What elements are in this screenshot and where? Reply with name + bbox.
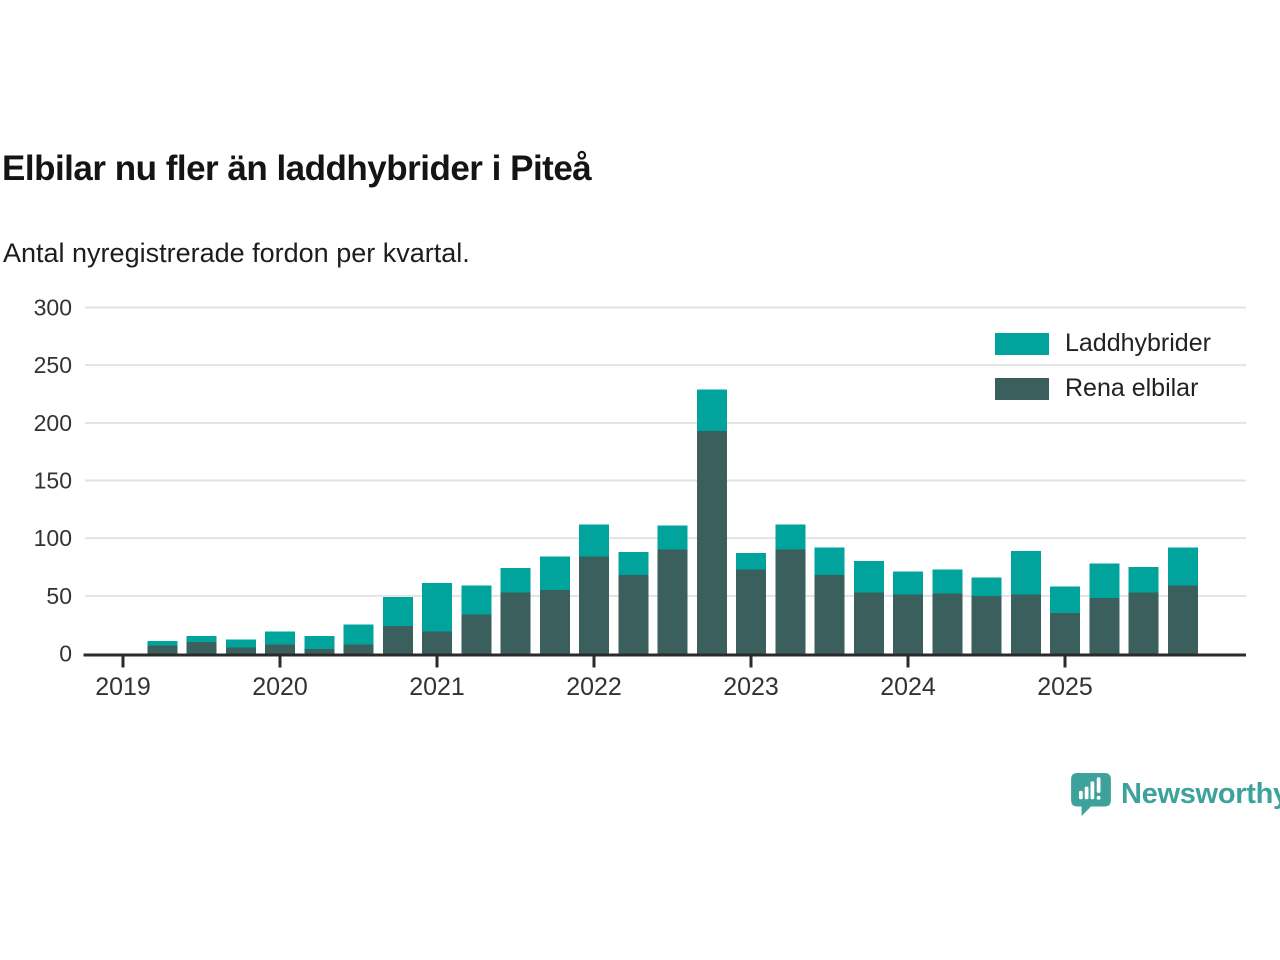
bar-segment-laddhybrider xyxy=(814,547,845,576)
bar-segment-laddhybrider xyxy=(304,636,335,649)
bar-segment-rena-elbilar xyxy=(461,614,492,654)
bar-segment-rena-elbilar xyxy=(304,648,335,654)
y-tick-label: 250 xyxy=(34,352,72,378)
legend-label: Rena elbilar xyxy=(1065,374,1199,402)
x-tick-label: 2023 xyxy=(723,673,779,701)
bar-segment-rena-elbilar xyxy=(147,645,178,654)
bar-segment-laddhybrider xyxy=(382,596,413,626)
legend-swatch xyxy=(995,377,1049,400)
bar-segment-laddhybrider xyxy=(1010,550,1041,595)
bar-segment-rena-elbilar xyxy=(932,593,963,654)
bar-segment-rena-elbilar xyxy=(618,575,649,654)
x-axis-tick xyxy=(435,656,439,668)
bar-segment-laddhybrider xyxy=(971,577,1002,596)
bar-segment-laddhybrider xyxy=(1128,567,1159,593)
bar-segment-rena-elbilar xyxy=(893,594,923,654)
bar-segment-laddhybrider xyxy=(422,583,452,632)
bar-segment-laddhybrider xyxy=(657,525,688,550)
y-tick-label: 0 xyxy=(59,641,72,667)
bar-segment-rena-elbilar xyxy=(579,556,609,654)
chart-title: Elbilar nu fler än laddhybrider i Piteå xyxy=(2,149,592,188)
bar-segment-rena-elbilar xyxy=(971,595,1002,654)
bar-segment-laddhybrider xyxy=(853,561,884,593)
x-axis-tick xyxy=(1063,656,1067,668)
x-tick-label: 2025 xyxy=(1037,673,1093,701)
x-axis-tick xyxy=(906,656,910,668)
newsworthy-logo-icon xyxy=(1071,773,1111,816)
x-axis-line xyxy=(83,653,1246,657)
bar-segment-rena-elbilar xyxy=(382,625,413,654)
bar-segment-laddhybrider xyxy=(147,640,178,646)
bar-segment-laddhybrider xyxy=(265,631,295,645)
legend-item-rena-elbilar: Rena elbilar xyxy=(993,373,1215,404)
y-tick-label: 200 xyxy=(34,410,72,436)
bar-segment-laddhybrider xyxy=(736,553,766,570)
bar-segment-rena-elbilar xyxy=(343,644,374,654)
bar-segment-laddhybrider xyxy=(579,524,609,557)
x-tick-label: 2021 xyxy=(409,673,465,701)
bar-segment-rena-elbilar xyxy=(1089,598,1120,654)
x-axis-tick xyxy=(592,656,596,668)
bar-segment-laddhybrider xyxy=(1050,586,1080,614)
chart-subtitle: Antal nyregistrerade fordon per kvartal. xyxy=(3,238,470,268)
y-tick-label: 50 xyxy=(46,583,72,609)
bar-segment-rena-elbilar xyxy=(265,644,295,654)
newsworthy-logo-text: Newsworthy xyxy=(1121,778,1280,810)
bar-segment-laddhybrider xyxy=(1167,547,1198,586)
legend-item-laddhybrider: Laddhybrider xyxy=(993,328,1215,359)
x-tick-label: 2019 xyxy=(95,673,151,701)
bar-segment-rena-elbilar xyxy=(186,641,217,654)
bar-segment-rena-elbilar xyxy=(500,592,531,654)
bar-segment-rena-elbilar xyxy=(814,575,845,654)
bar-segment-rena-elbilar xyxy=(539,590,570,654)
bar-segment-rena-elbilar xyxy=(1050,613,1080,654)
bar-segment-laddhybrider xyxy=(539,556,570,591)
x-axis-tick xyxy=(121,656,125,668)
bar-segment-laddhybrider xyxy=(893,571,923,595)
newsworthy-logo: Newsworthy xyxy=(1070,772,1280,817)
bar-segment-laddhybrider xyxy=(1089,563,1120,599)
bar-segment-laddhybrider xyxy=(618,552,649,576)
y-tick-label: 100 xyxy=(34,525,72,551)
chart-legend: Laddhybrider Rena elbilar xyxy=(993,328,1215,404)
y-tick-label: 150 xyxy=(34,468,72,494)
bar-segment-laddhybrider xyxy=(932,569,963,594)
bar-segment-rena-elbilar xyxy=(853,592,884,654)
bar-segment-laddhybrider xyxy=(225,639,256,648)
bar-segment-rena-elbilar xyxy=(696,430,727,654)
bar-segment-laddhybrider xyxy=(186,636,217,642)
bar-segment-laddhybrider xyxy=(461,585,492,615)
x-axis-tick xyxy=(749,656,753,668)
bar-segment-rena-elbilar xyxy=(775,549,806,654)
bar-segment-rena-elbilar xyxy=(736,569,766,654)
y-tick-label: 300 xyxy=(34,295,72,321)
x-tick-label: 2022 xyxy=(566,673,622,701)
bar-segment-laddhybrider xyxy=(343,624,374,645)
bar-segment-laddhybrider xyxy=(775,524,806,550)
bar-segment-rena-elbilar xyxy=(422,631,452,654)
bar-segment-rena-elbilar xyxy=(1010,594,1041,654)
bar-segment-laddhybrider xyxy=(696,389,727,431)
legend-swatch xyxy=(995,332,1049,355)
bar-segment-rena-elbilar xyxy=(657,549,688,654)
bar-segment-rena-elbilar xyxy=(1128,592,1159,654)
bar-segment-rena-elbilar xyxy=(1167,585,1198,654)
bar-segment-laddhybrider xyxy=(500,568,531,593)
x-axis-tick xyxy=(278,656,282,668)
bar-segment-rena-elbilar xyxy=(225,647,256,654)
legend-label: Laddhybrider xyxy=(1065,329,1211,357)
x-tick-label: 2020 xyxy=(252,673,308,701)
x-tick-label: 2024 xyxy=(880,673,936,701)
